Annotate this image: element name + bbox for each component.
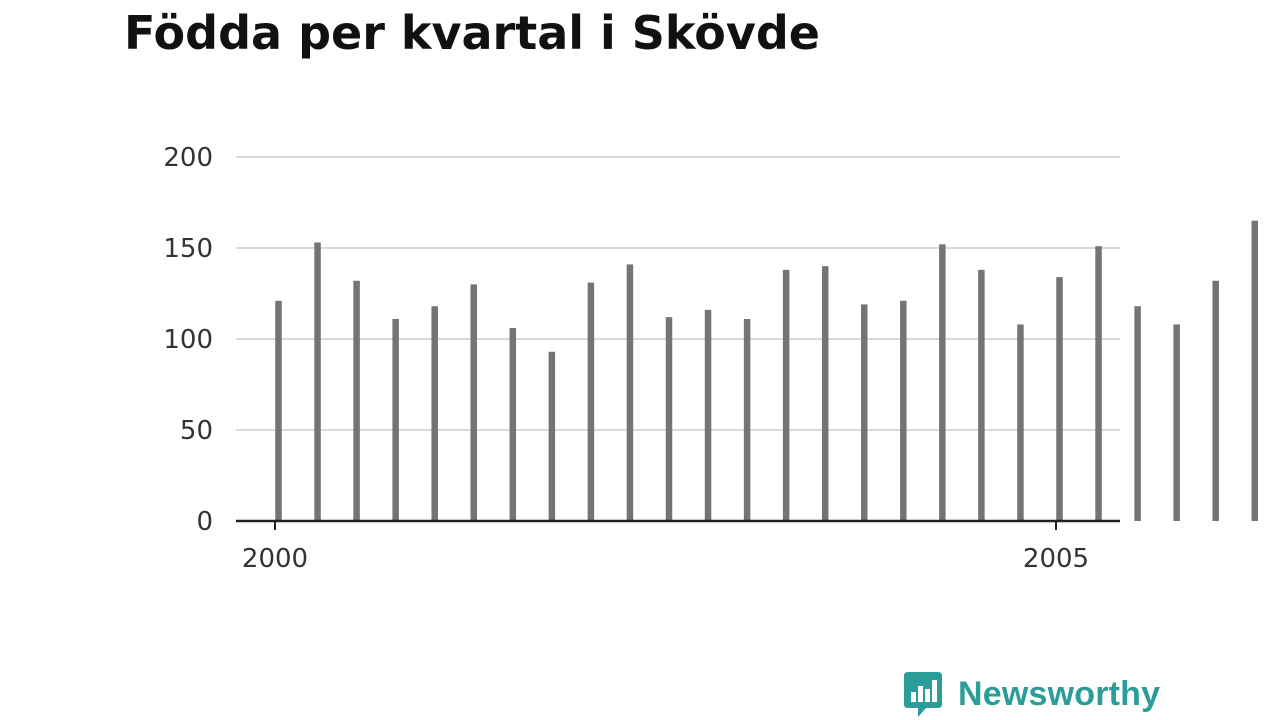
bar: [353, 280, 360, 521]
bar: [861, 304, 868, 521]
newsworthy-logo: Newsworthy: [902, 670, 1160, 718]
bar: [1251, 220, 1258, 521]
bar: [1095, 246, 1102, 521]
bar: [782, 269, 790, 521]
bar: [431, 306, 438, 521]
gridlines: [236, 156, 1120, 431]
bar: [900, 300, 907, 521]
bar: [587, 282, 595, 521]
bar: [978, 269, 985, 521]
bar: [939, 244, 946, 522]
brand-name: Newsworthy: [958, 674, 1161, 713]
bar: [1134, 306, 1141, 521]
bar: [314, 242, 321, 522]
y-tick-label: 150: [163, 234, 213, 264]
x-tick-label: 2005: [1023, 544, 1089, 574]
x-tick-label: 2000: [242, 544, 308, 574]
bar: [821, 266, 829, 521]
bar: [665, 317, 673, 521]
bar: [1173, 324, 1180, 521]
bar: [743, 318, 751, 521]
y-tick-label: 100: [163, 325, 213, 355]
bars: [275, 220, 1258, 522]
bar: [392, 318, 399, 521]
labels: 050100150200200020052010201520202025147: [163, 143, 1089, 574]
bar: [1056, 277, 1063, 521]
bar: [275, 300, 282, 521]
y-tick-label: 200: [163, 143, 213, 173]
bar: [509, 328, 517, 521]
axes: [236, 519, 1120, 530]
y-tick-label: 50: [180, 416, 213, 446]
bar: [548, 351, 556, 521]
newsworthy-logo-icon: [904, 672, 942, 717]
bar: [1017, 324, 1024, 521]
chart-title: Födda per kvartal i Skövde: [124, 6, 820, 60]
bar: [626, 264, 634, 521]
y-tick-label: 0: [196, 507, 213, 537]
bar: [470, 284, 477, 521]
bar: [704, 309, 712, 521]
bar: [1212, 280, 1219, 521]
